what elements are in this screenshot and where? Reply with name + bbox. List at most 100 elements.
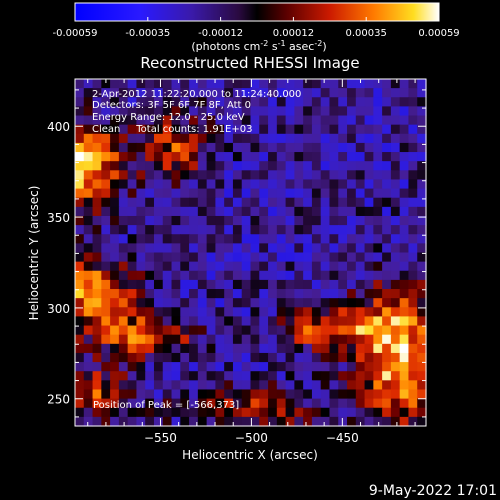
heatmap-cell (101, 416, 111, 427)
heatmap-cell (153, 298, 164, 308)
heatmap-cell (232, 124, 243, 135)
heatmap-cell (171, 206, 181, 217)
heatmap-cell (399, 389, 410, 400)
heatmap-cell (215, 298, 225, 308)
heatmap-cell (311, 188, 322, 199)
heatmap-cell (250, 133, 260, 144)
heatmap-cell (259, 97, 269, 107)
heatmap-cell (311, 206, 322, 217)
heatmap-cell (355, 215, 366, 226)
heatmap-cell (189, 170, 199, 181)
heatmap-cell (320, 352, 331, 363)
heatmap-cell (390, 325, 401, 336)
heatmap-cell (145, 389, 155, 400)
heatmap-cell (171, 152, 181, 162)
heatmap-cell (224, 270, 234, 281)
heatmap-cell (303, 270, 313, 281)
heatmap-cell (224, 206, 234, 217)
heatmap-cell (92, 206, 102, 217)
heatmap-cell (145, 371, 155, 381)
heatmap-cell (338, 106, 348, 117)
heatmap-cell (127, 133, 138, 144)
heatmap-cell (232, 343, 243, 354)
heatmap-cell (373, 188, 383, 199)
heatmap-cell (303, 362, 313, 372)
heatmap-cell (390, 416, 401, 427)
heatmap-cell (417, 188, 427, 199)
heatmap-cell (276, 243, 287, 254)
heatmap-cell (373, 307, 383, 318)
heatmap-cell (215, 371, 225, 381)
heatmap-cell (171, 88, 181, 98)
heatmap-cell (382, 325, 392, 336)
heatmap-cell (162, 362, 173, 372)
heatmap-cell (180, 398, 190, 409)
heatmap-cell (180, 225, 190, 235)
heatmap-cell (136, 325, 146, 336)
heatmap-cell (347, 316, 357, 327)
heatmap-cell (215, 279, 225, 290)
heatmap-cell (145, 380, 155, 391)
heatmap-cell (276, 106, 287, 117)
heatmap-cell (145, 215, 155, 226)
heatmap-cell (320, 371, 331, 381)
heatmap-cell (250, 352, 260, 363)
heatmap-cell (355, 124, 366, 135)
heatmap-cell (127, 343, 138, 354)
heatmap-cell (373, 352, 383, 363)
heatmap-cell (364, 124, 374, 135)
heatmap-cell (162, 243, 173, 254)
heatmap-cell (347, 243, 357, 254)
heatmap-cell (189, 416, 199, 427)
heatmap-cell (180, 179, 190, 190)
heatmap-cell (268, 380, 278, 391)
heatmap-cell (355, 325, 366, 336)
heatmap-cell (224, 225, 234, 235)
heatmap-cell (180, 161, 190, 171)
heatmap-cell (303, 307, 313, 318)
heatmap-cell (153, 398, 164, 409)
heatmap-cell (153, 152, 164, 162)
heatmap-cell (399, 106, 410, 117)
heatmap-cell (110, 261, 120, 272)
heatmap-cell (382, 243, 392, 254)
heatmap-cell (285, 407, 295, 418)
heatmap-cell (171, 261, 181, 272)
heatmap-cell (382, 161, 392, 171)
heatmap-cell (232, 298, 243, 308)
heatmap-cell (180, 380, 190, 391)
heatmap-cell (347, 416, 357, 427)
heatmap-cell (92, 389, 102, 400)
heatmap-cell (180, 289, 190, 299)
heatmap-cell (390, 79, 401, 89)
heatmap-cell (390, 115, 401, 126)
heatmap-cell (390, 252, 401, 263)
heatmap-cell (162, 188, 173, 199)
heatmap-cell (259, 179, 269, 190)
heatmap-cell (171, 407, 181, 418)
heatmap-cell (224, 106, 234, 117)
heatmap-cell (268, 161, 278, 171)
heatmap-cell (250, 206, 260, 217)
heatmap-cell (145, 416, 155, 427)
heatmap-cell (338, 270, 348, 281)
heatmap-cell (382, 79, 392, 89)
heatmap-cell (408, 234, 418, 244)
heatmap-cell (320, 279, 331, 290)
heatmap-cell (153, 307, 164, 318)
heatmap-cell (399, 124, 410, 135)
heatmap-cell (373, 206, 383, 217)
heatmap-cell (364, 88, 374, 98)
heatmap-cell (127, 270, 138, 281)
heatmap-cell (171, 352, 181, 363)
heatmap-cell (329, 270, 339, 281)
heatmap-cell (259, 243, 269, 254)
heatmap-cell (355, 270, 366, 281)
heatmap-cell (110, 325, 120, 336)
heatmap-cell (285, 133, 295, 144)
heatmap-cell (399, 142, 410, 153)
heatmap-cell (311, 261, 322, 272)
heatmap-cell (347, 179, 357, 190)
heatmap-cell (285, 152, 295, 162)
heatmap-cell (303, 170, 313, 181)
